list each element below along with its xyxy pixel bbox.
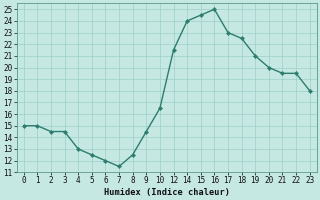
X-axis label: Humidex (Indice chaleur): Humidex (Indice chaleur) (104, 188, 230, 197)
